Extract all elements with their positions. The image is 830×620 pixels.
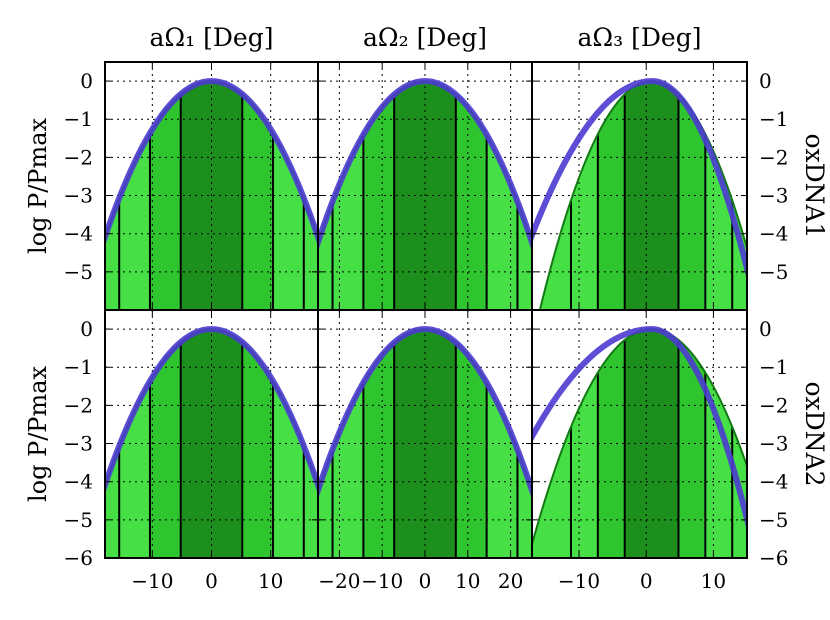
plot-area xyxy=(532,310,747,558)
x-tick-label: −10 xyxy=(558,569,600,593)
x-tick-label: 20 xyxy=(498,569,523,593)
panel-r1-c2 xyxy=(531,309,748,559)
x-tick-label: 0 xyxy=(640,569,653,593)
y-axis-labels: log P/Pmax log P/Pmax xyxy=(24,117,52,502)
y-tick-label: −5 xyxy=(64,260,93,284)
gaussian-fit-curve xyxy=(532,326,747,532)
plot-area xyxy=(318,62,532,310)
panel-r1-c1 xyxy=(317,309,533,559)
row-labels: oxDNA1 oxDNA2 xyxy=(800,133,829,486)
y-tick-label-right: −4 xyxy=(759,222,788,246)
y-tick-label-right: −5 xyxy=(759,508,788,532)
y-axis-label: log P/Pmax xyxy=(24,365,52,502)
y-tick-label: −3 xyxy=(64,432,93,456)
gaussian-fit-curve xyxy=(318,78,532,252)
y-tick-label-right: −1 xyxy=(759,107,788,131)
y-tick-label-right: 0 xyxy=(759,69,772,93)
gaussian-fit-curve xyxy=(318,326,532,500)
y-tick-label: 0 xyxy=(80,317,93,341)
column-title: aΩ₂ [Deg] xyxy=(363,23,487,52)
y-tick-label: −4 xyxy=(64,470,93,494)
y-tick-label: 0 xyxy=(80,69,93,93)
y-tick-label-right: −1 xyxy=(759,355,788,379)
plot-area xyxy=(532,62,747,310)
y-tick-label-right: −2 xyxy=(759,145,788,169)
y-tick-label: −5 xyxy=(64,508,93,532)
y-tick-label: −6 xyxy=(64,546,93,570)
y-axis-label: log P/Pmax xyxy=(24,117,52,254)
x-tick-label: 0 xyxy=(419,569,432,593)
y-tick-label-right: −6 xyxy=(759,546,788,570)
gaussian-fit-curve xyxy=(105,326,318,495)
histogram-center xyxy=(624,81,679,310)
gaussian-fit-curve xyxy=(105,78,318,247)
x-tick-label: 10 xyxy=(258,569,283,593)
panel-r0-c2 xyxy=(531,61,748,311)
y-tick-label-right: 0 xyxy=(759,317,772,341)
y-tick-label-right: −2 xyxy=(759,393,788,417)
plot-area xyxy=(105,62,318,310)
y-tick-label-right: −3 xyxy=(759,184,788,208)
column-title: aΩ₁ [Deg] xyxy=(150,23,274,52)
y-tick-label-right: −4 xyxy=(759,470,788,494)
panels xyxy=(104,61,748,559)
plot-area xyxy=(105,310,318,558)
row-label: oxDNA1 xyxy=(800,133,829,238)
x-tick-label: −20 xyxy=(318,569,360,593)
y-tick-label: −2 xyxy=(64,145,93,169)
x-tick-label: −10 xyxy=(131,569,173,593)
panel-frame xyxy=(531,309,748,559)
x-tick-label: 0 xyxy=(205,569,218,593)
y-tick-label-right: −5 xyxy=(759,260,788,284)
panel-r0-c0 xyxy=(104,61,319,311)
y-tick-label: −1 xyxy=(64,107,93,131)
y-tick-label: −2 xyxy=(64,393,93,417)
gaussian-fit-curve xyxy=(532,78,747,281)
panel-r0-c1 xyxy=(317,61,533,311)
column-title: aΩ₃ [Deg] xyxy=(578,23,702,52)
y-tick-label: −4 xyxy=(64,222,93,246)
column-titles: aΩ₁ [Deg] aΩ₂ [Deg] aΩ₃ [Deg] xyxy=(150,23,702,52)
x-tick-label: −10 xyxy=(361,569,403,593)
y-tick-label: −1 xyxy=(64,355,93,379)
plot-area xyxy=(318,310,532,558)
row-label: oxDNA2 xyxy=(800,381,829,486)
x-tick-label: 10 xyxy=(455,569,480,593)
panel-r1-c0 xyxy=(104,309,319,559)
y-tick-label-right: −3 xyxy=(759,432,788,456)
y-tick-label: −3 xyxy=(64,184,93,208)
x-tick-label: 10 xyxy=(701,569,726,593)
histogram-center xyxy=(624,329,679,558)
